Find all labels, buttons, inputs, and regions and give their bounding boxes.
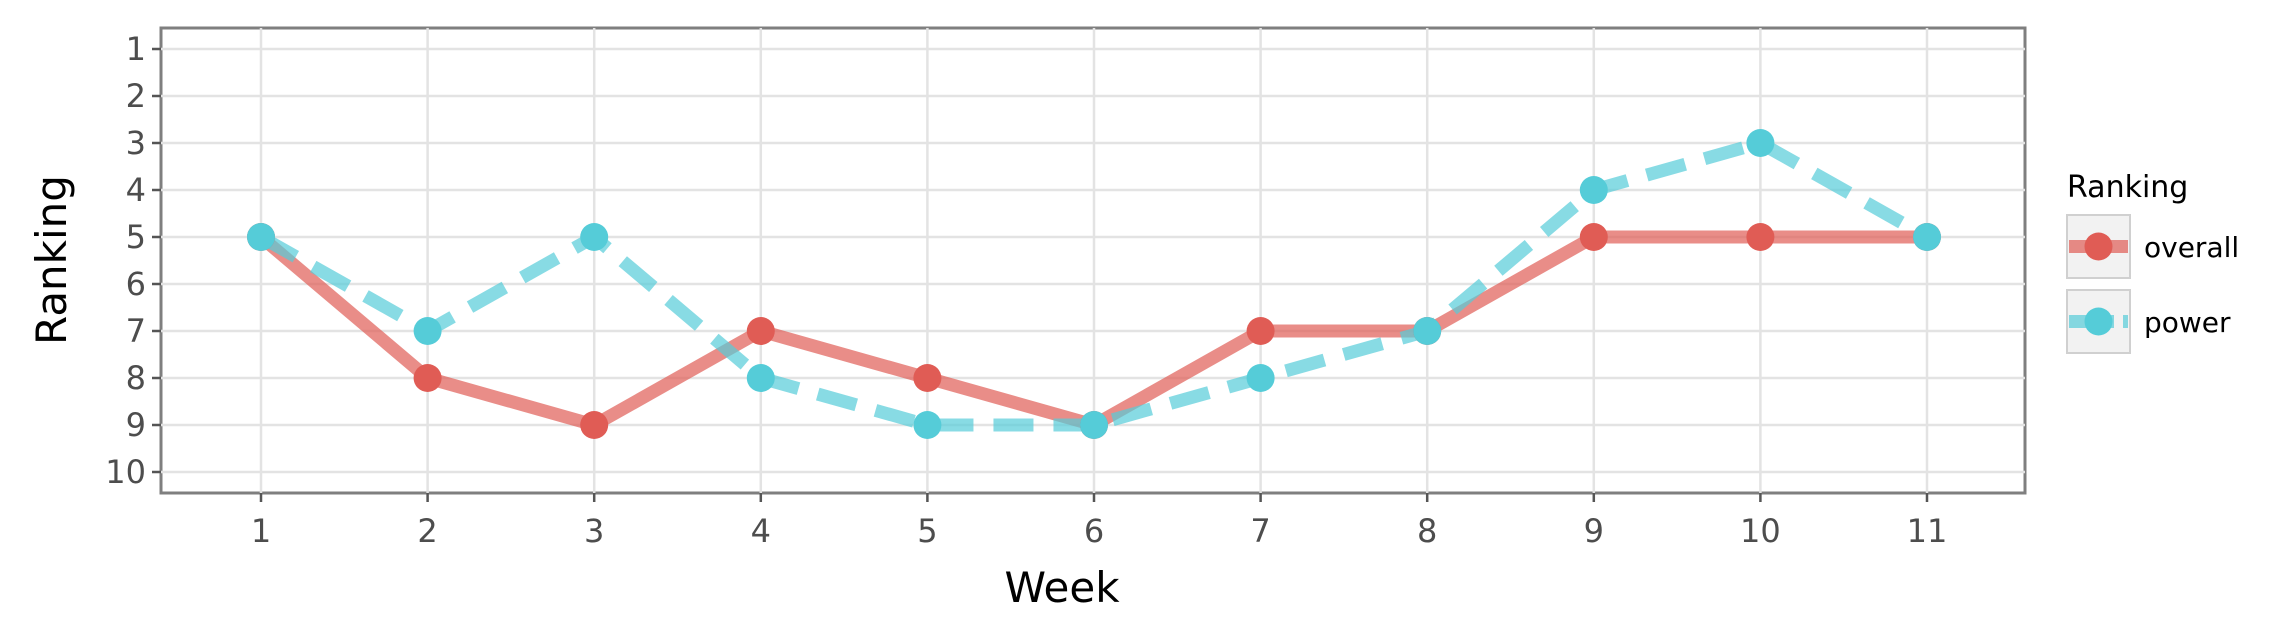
data-point-overall xyxy=(1579,223,1608,251)
x-tick-label: 8 xyxy=(1417,512,1437,550)
x-tick-label: 5 xyxy=(917,512,937,550)
series-line-power xyxy=(257,136,1931,432)
data-point-power xyxy=(247,223,275,251)
data-point-overall xyxy=(746,317,775,345)
legend-label: overall xyxy=(2144,231,2239,264)
y-tick-label: 10 xyxy=(105,453,146,491)
x-tick-label: 7 xyxy=(1250,512,1270,550)
data-point-power xyxy=(1913,223,1941,251)
x-tick-label: 6 xyxy=(1084,512,1104,550)
y-tick-label: 6 xyxy=(126,265,146,303)
data-point-overall xyxy=(913,364,942,392)
y-tick-label: 5 xyxy=(126,218,146,256)
data-point-power xyxy=(580,223,609,251)
x-tick-label: 10 xyxy=(1740,512,1781,550)
y-tick-label: 7 xyxy=(126,312,146,350)
legend-key-point xyxy=(2084,232,2113,261)
y-tick-label: 9 xyxy=(126,406,146,444)
data-point-power xyxy=(1246,364,1275,392)
data-point-power xyxy=(413,317,442,345)
y-axis-title: Ranking xyxy=(27,175,76,345)
y-tick-label: 1 xyxy=(126,30,146,68)
legend: Ranking overall power xyxy=(2066,170,2239,354)
data-point-overall xyxy=(580,411,609,439)
data-point-power xyxy=(1579,176,1608,204)
x-tick-label: 9 xyxy=(1584,512,1604,550)
x-tick-label: 4 xyxy=(751,512,771,550)
y-tick-label: 2 xyxy=(126,77,146,115)
data-point-power xyxy=(746,364,775,392)
x-tick-label: 3 xyxy=(584,512,604,550)
y-tick-label: 8 xyxy=(126,359,146,397)
y-tick-label: 4 xyxy=(126,171,146,209)
grid-lines xyxy=(161,28,2025,493)
y-tick-label: 3 xyxy=(126,124,146,162)
x-tick-label: 2 xyxy=(417,512,437,550)
data-point-overall xyxy=(1746,223,1775,251)
x-axis-title: Week xyxy=(1004,563,1120,612)
data-point-power xyxy=(913,411,942,439)
legend-key-point xyxy=(2084,307,2113,336)
x-tick-label: 11 xyxy=(1907,512,1948,550)
legend-title: Ranking xyxy=(2067,170,2188,205)
series-lines xyxy=(247,129,1941,439)
data-point-power xyxy=(1413,317,1442,345)
data-point-power xyxy=(1746,129,1775,157)
data-point-power xyxy=(1080,411,1108,439)
x-tick-label: 1 xyxy=(251,512,271,550)
data-point-overall xyxy=(413,364,442,392)
legend-label: power xyxy=(2144,306,2231,339)
data-point-overall xyxy=(1246,317,1275,345)
